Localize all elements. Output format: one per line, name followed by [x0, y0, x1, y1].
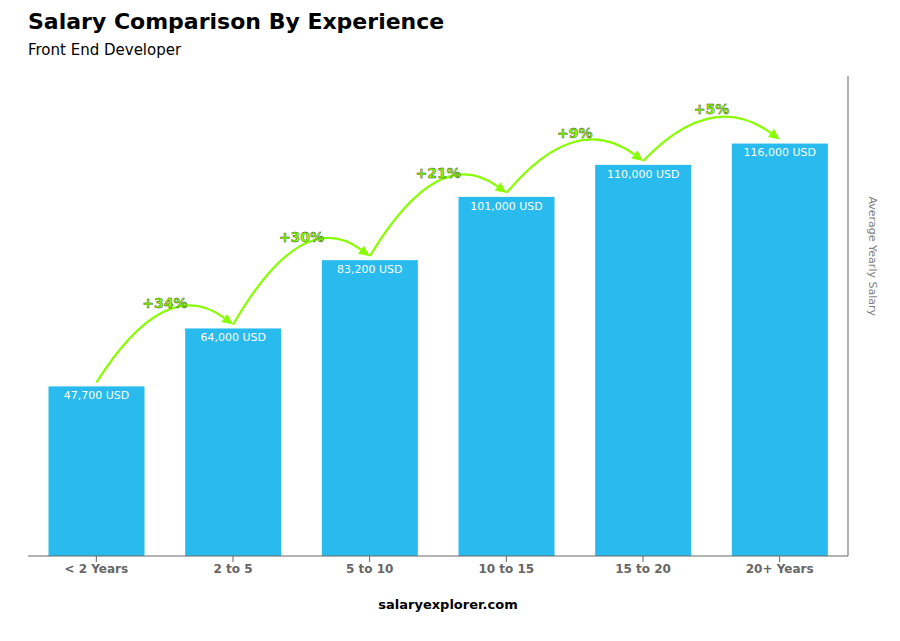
svg-text:+30%: +30% — [279, 229, 324, 245]
svg-text:5 to 10: 5 to 10 — [346, 562, 393, 576]
svg-text:+5%: +5% — [694, 101, 730, 117]
svg-text:101,000 USD: 101,000 USD — [470, 200, 543, 213]
svg-text:83,200 USD: 83,200 USD — [337, 263, 403, 276]
svg-text:+34%: +34% — [142, 295, 187, 311]
svg-text:Average Yearly Salary: Average Yearly Salary — [866, 196, 879, 316]
html-text:Front End Developer: Front End Developer — [28, 41, 182, 59]
svg-text:10 to 15: 10 to 15 — [478, 562, 534, 576]
svg-text:< 2 Years: < 2 Years — [65, 562, 129, 576]
svg-text:2 to 5: 2 to 5 — [213, 562, 252, 576]
svg-text:15 to 20: 15 to 20 — [615, 562, 671, 576]
svg-text:116,000 USD: 116,000 USD — [744, 146, 817, 159]
svg-text:+21%: +21% — [416, 165, 461, 181]
svg-text:64,000 USD: 64,000 USD — [200, 331, 266, 344]
svg-text:47,700 USD: 47,700 USD — [64, 389, 130, 402]
html-text:Salary Comparison By Experienc: Salary Comparison By Experience — [28, 9, 445, 34]
svg-text:110,000 USD: 110,000 USD — [607, 168, 680, 181]
html-text:salaryexplorer.com: salaryexplorer.com — [378, 597, 518, 612]
svg-text:+9%: +9% — [557, 125, 593, 141]
svg-text:20+ Years: 20+ Years — [746, 562, 814, 576]
